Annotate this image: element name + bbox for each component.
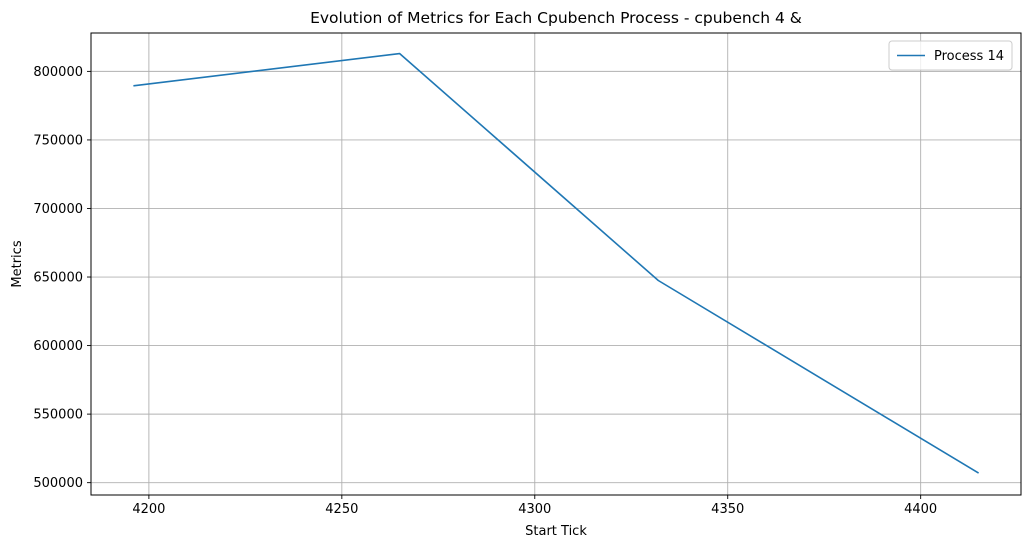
x-axis-ticks: 4200 4250 4300 4350 4400 bbox=[132, 495, 937, 517]
legend: Process 14 bbox=[888, 40, 1013, 71]
y-tick-label: 700000 bbox=[33, 202, 83, 217]
y-tick-label: 550000 bbox=[33, 408, 83, 423]
legend-label: Process 14 bbox=[934, 49, 1004, 64]
y-axis-ticks: 500000 550000 600000 650000 700000 750000 8000… bbox=[33, 65, 91, 491]
series-layer bbox=[133, 52, 980, 474]
y-tick-label: 650000 bbox=[33, 271, 83, 286]
y-axis-label: Metrics bbox=[10, 240, 25, 287]
y-tick-label: 800000 bbox=[33, 65, 83, 80]
x-tick-label: 4350 bbox=[711, 502, 744, 517]
x-tick-label: 4250 bbox=[325, 502, 358, 517]
y-tick-label: 750000 bbox=[33, 133, 83, 148]
y-tick-label: 500000 bbox=[33, 476, 83, 491]
plot-frame bbox=[90, 32, 1022, 496]
legend-box bbox=[888, 40, 1013, 71]
x-tick-label: 4200 bbox=[132, 502, 165, 517]
series-line bbox=[133, 52, 980, 474]
x-axis-label: Start Tick bbox=[525, 524, 587, 539]
x-tick-label: 4400 bbox=[904, 502, 937, 517]
chart-title: Evolution of Metrics for Each Cpubench P… bbox=[310, 9, 802, 27]
x-tick-label: 4300 bbox=[518, 502, 551, 517]
y-tick-label: 600000 bbox=[33, 339, 83, 354]
